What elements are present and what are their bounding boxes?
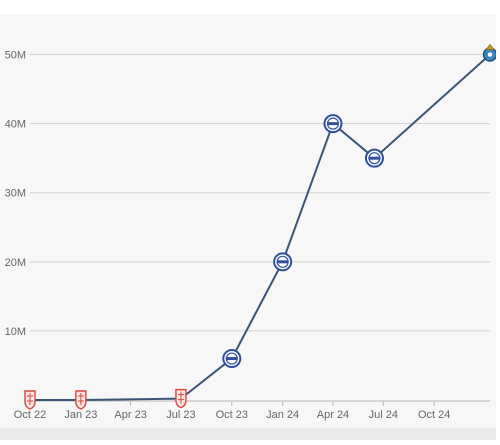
grid-lines — [30, 54, 490, 332]
y-tick-label: 40M — [5, 119, 26, 131]
x-tick-label: Apr 24 — [317, 409, 349, 421]
y-tick-label: 50M — [5, 50, 26, 62]
x-tick-label: Oct 22 — [14, 409, 46, 421]
x-tick-label: Oct 24 — [418, 409, 450, 421]
blue-club-crest-icon[interactable] — [222, 349, 242, 369]
right-edge — [496, 0, 500, 440]
x-axis — [29, 400, 490, 406]
blue-club-crest-icon[interactable] — [323, 114, 343, 134]
data-point-markers — [24, 43, 498, 410]
blue-club-crest-icon[interactable] — [273, 252, 293, 272]
red-club-crest-icon[interactable] — [75, 390, 87, 410]
red-club-crest-icon[interactable] — [175, 388, 187, 409]
x-tick-label: Jan 24 — [266, 409, 299, 421]
x-tick-label: Jul 24 — [369, 409, 398, 421]
top-edge — [0, 0, 500, 14]
market-value-line — [30, 53, 491, 401]
blue-club-crest-icon[interactable] — [364, 148, 384, 168]
x-tick-label: Jul 23 — [166, 409, 195, 421]
blue-gold-club-crest-icon[interactable] — [482, 43, 498, 62]
x-tick-label: Jan 23 — [64, 409, 97, 421]
red-club-crest-icon[interactable] — [24, 390, 36, 410]
y-tick-label: 30M — [5, 188, 26, 200]
y-axis-tick-labels: 10M 20M 30M 40M 50M — [5, 50, 26, 338]
x-tick-label: Apr 23 — [114, 409, 146, 421]
x-axis-tick-labels: Oct 22 Jan 23 Apr 23 Jul 23 Oct 23 Jan 24 Apr … — [14, 409, 451, 421]
y-tick-label: 10M — [5, 326, 26, 338]
bottom-scrollbar-track[interactable] — [0, 428, 500, 440]
y-tick-label: 20M — [5, 257, 26, 269]
series-line — [30, 53, 491, 401]
x-tick-label: Oct 23 — [216, 409, 248, 421]
